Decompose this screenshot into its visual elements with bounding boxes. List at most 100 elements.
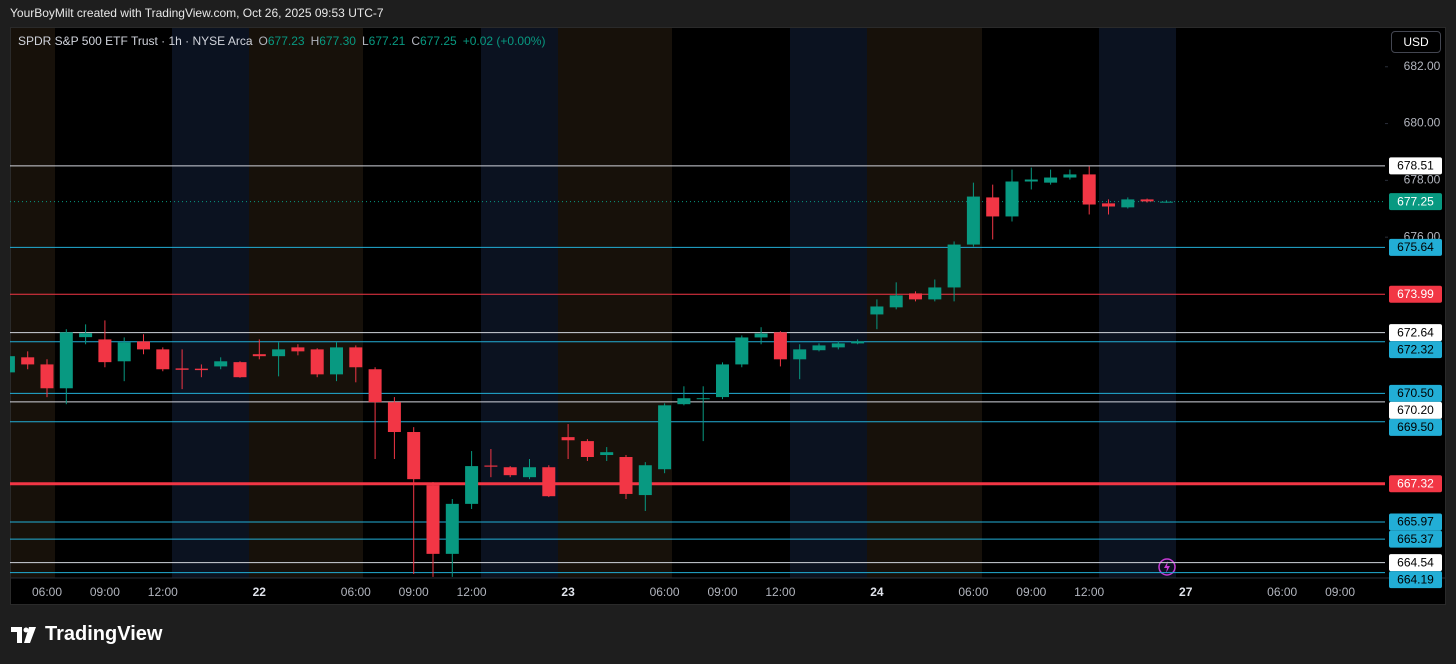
session-shading <box>10 27 1176 578</box>
level-label: 678.51 <box>1397 159 1434 173</box>
candle-body <box>79 333 93 338</box>
x-tick-label: 24 <box>870 585 884 599</box>
candle-body <box>503 467 517 476</box>
candle-body <box>889 295 903 308</box>
level-label-box <box>1389 238 1442 256</box>
candle-body <box>658 405 672 470</box>
x-tick-label: 12:00 <box>1074 585 1104 599</box>
logo-part <box>23 627 29 633</box>
x-tick-label: 06:00 <box>1267 585 1297 599</box>
level-label-box <box>1389 475 1442 493</box>
candle-body <box>1082 174 1096 205</box>
currency-button[interactable]: USD <box>1391 31 1441 53</box>
level-label-box <box>1389 384 1442 402</box>
candle-body <box>561 437 575 441</box>
level-label: 670.20 <box>1397 403 1434 417</box>
y-tick-label: 680.00 <box>1404 116 1441 130</box>
alert-bolt <box>1164 561 1170 573</box>
change: +0.02 (+0.00%) <box>462 34 546 48</box>
candle-body <box>252 354 266 357</box>
level-label-box <box>1389 571 1442 589</box>
ohlc-value: 677.23 <box>267 34 305 48</box>
x-tick-label: 06:00 <box>650 585 680 599</box>
alert-circle <box>1158 558 1176 576</box>
candle-body <box>600 452 614 456</box>
candle-body <box>291 347 305 352</box>
x-tick-label: 09:00 <box>399 585 429 599</box>
logo-part <box>11 627 22 643</box>
candle-body <box>21 357 35 365</box>
legend: SPDR S&P 500 ETF Trust · 1h · NYSE Arca O… <box>18 34 545 48</box>
level-label: 673.99 <box>1397 287 1434 301</box>
x-tick-label: 09:00 <box>1016 585 1046 599</box>
premarket-shade <box>558 27 672 578</box>
candle-body <box>98 339 112 363</box>
level-label-box <box>1389 341 1442 359</box>
x-tick-label: 09:00 <box>707 585 737 599</box>
candle-body <box>10 356 15 373</box>
candle-body <box>214 361 228 367</box>
ohlc-key: H <box>310 34 320 48</box>
level-label-box <box>1389 513 1442 531</box>
postmarket-shade <box>1099 27 1176 578</box>
candle-body <box>310 349 324 375</box>
x-tick-label: 06:00 <box>958 585 988 599</box>
ohlc-value: 677.25 <box>420 34 457 48</box>
level-label: 664.19 <box>1397 572 1434 586</box>
candle-body <box>330 347 343 375</box>
level-label: 670.50 <box>1397 386 1434 400</box>
level-label: 664.54 <box>1397 555 1434 569</box>
candle-body <box>947 244 961 288</box>
x-tick-label: 06:00 <box>341 585 371 599</box>
candle-body <box>638 465 652 496</box>
ohlc-value: 677.21 <box>368 34 406 48</box>
candle-body <box>445 503 459 554</box>
brand: TradingView <box>45 623 163 645</box>
level-label-box <box>1389 193 1442 211</box>
level-label: 675.64 <box>1397 240 1434 254</box>
x-tick-label: 09:00 <box>90 585 120 599</box>
caption: YourBoyMilt created with TradingView.com… <box>10 6 384 20</box>
candle-body <box>465 466 479 504</box>
panel-border <box>10 27 1446 605</box>
x-tick-label: 27 <box>1179 585 1193 599</box>
candle-body <box>40 364 54 389</box>
postmarket-shade <box>790 27 867 578</box>
logo-part <box>24 627 36 643</box>
level-label: 669.50 <box>1397 420 1434 434</box>
candle-body <box>407 432 421 480</box>
candle-body <box>735 337 749 365</box>
premarket-shade <box>867 27 982 578</box>
postmarket-shade <box>172 27 249 578</box>
plot <box>10 165 1385 577</box>
level-label: 672.64 <box>1397 325 1434 339</box>
candle-body <box>716 364 729 398</box>
x-tick-label: 22 <box>253 585 267 599</box>
candle-body <box>793 349 807 360</box>
level-label: 672.32 <box>1397 342 1434 356</box>
candle-body <box>1063 174 1077 178</box>
level-label-box <box>1389 554 1442 572</box>
level-label-box <box>1389 418 1442 436</box>
candle-body <box>677 398 691 405</box>
candle-body <box>233 362 247 378</box>
brand-logo <box>11 627 36 643</box>
level-label-box <box>1389 401 1442 419</box>
ohlc-key: O <box>258 34 268 48</box>
candle-body <box>484 465 498 467</box>
candle-body <box>426 485 440 554</box>
y-tick-label: 682.00 <box>1404 59 1441 73</box>
candle-body <box>1140 199 1154 202</box>
candle-body <box>387 402 401 433</box>
y-tick-label: 678.00 <box>1404 173 1441 187</box>
ohlc-value: 677.30 <box>319 34 356 48</box>
candle-body <box>580 441 594 458</box>
x-tick-label: 06:00 <box>32 585 62 599</box>
level-label-box <box>1389 157 1442 175</box>
candle-body <box>831 343 845 348</box>
level-label: 677.25 <box>1397 194 1434 208</box>
x-tick-label: 09:00 <box>1325 585 1355 599</box>
candle-body <box>986 197 1000 217</box>
